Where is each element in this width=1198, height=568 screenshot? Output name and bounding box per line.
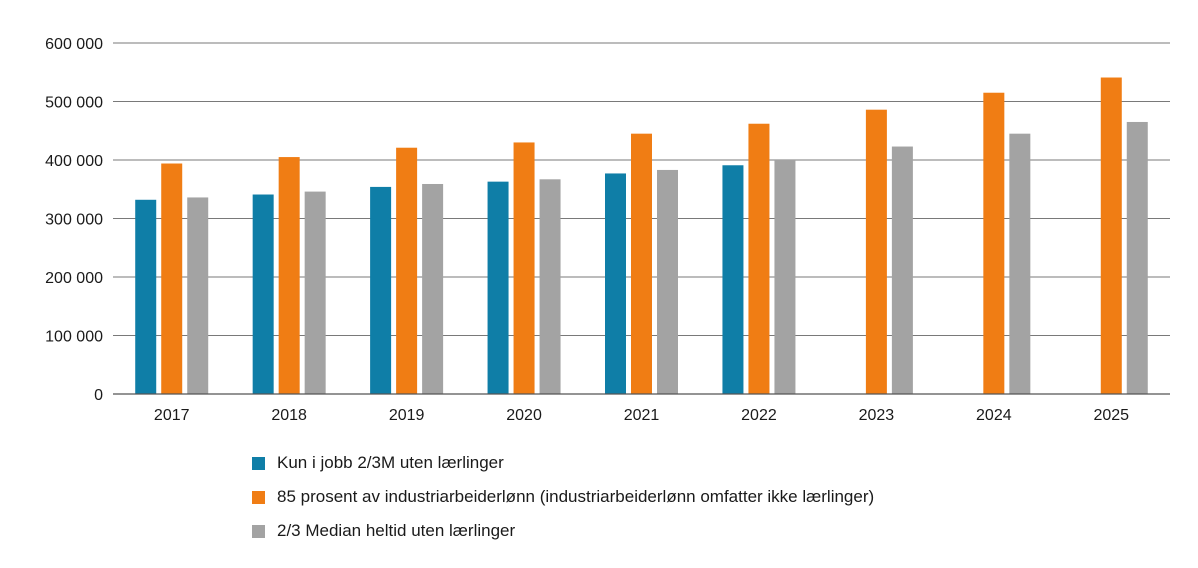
y-tick-label: 100 000 bbox=[45, 329, 103, 346]
bar-series-3-2022 bbox=[774, 160, 796, 394]
y-tick-label: 300 000 bbox=[45, 212, 103, 229]
bar-series-1-2022 bbox=[722, 165, 744, 394]
bar-series-2-2025 bbox=[1100, 77, 1122, 394]
bar-series-1-2019 bbox=[370, 186, 392, 394]
bar-series-2-2021 bbox=[631, 133, 652, 395]
x-tick-label: 2019 bbox=[389, 407, 425, 424]
legend-swatch-series-2 bbox=[252, 490, 265, 504]
legend-label-series-3: 2/3 Median heltid uten lærlinger bbox=[277, 521, 516, 540]
y-tick-label: 600 000 bbox=[45, 36, 103, 53]
bar-series-2-2017 bbox=[161, 163, 183, 394]
bar-series-2-2019 bbox=[396, 147, 418, 394]
bar-series-3-2017 bbox=[187, 197, 209, 394]
bar-series-1-2017 bbox=[135, 199, 157, 394]
bar-series-1-2018 bbox=[252, 194, 274, 394]
y-tick-label: 400 000 bbox=[45, 153, 103, 170]
x-tick-label: 2023 bbox=[859, 407, 895, 424]
bar-series-2-2018 bbox=[278, 157, 300, 394]
legend-item-series-3: 2/3 Median heltid uten lærlinger bbox=[252, 514, 874, 548]
legend: Kun i jobb 2/3M uten lærlinger 85 prosen… bbox=[252, 446, 874, 548]
bar-series-3-2019 bbox=[422, 183, 444, 394]
y-tick-label: 500 000 bbox=[45, 95, 103, 112]
x-tick-label: 2024 bbox=[976, 407, 1012, 424]
legend-item-series-2: 85 prosent av industriarbeiderlønn (indu… bbox=[252, 480, 874, 514]
y-tick-label: 0 bbox=[94, 387, 103, 404]
y-tick-label: 200 000 bbox=[45, 270, 103, 287]
bar-series-2-2020 bbox=[513, 142, 535, 394]
legend-label-series-1: Kun i jobb 2/3M uten lærlinger bbox=[277, 453, 504, 472]
bar-chart: 0 100 000 200 000 300 000 400 000 500 000 600 … bbox=[45, 36, 1170, 424]
x-axis-tick-labels: 2017 2018 2019 2020 2021 2022 2023 2024 2025 bbox=[154, 407, 1129, 424]
bar-series-2-2023 bbox=[865, 109, 887, 394]
legend-label-series-2: 85 prosent av industriarbeiderlønn (indu… bbox=[277, 487, 875, 506]
x-tick-label: 2021 bbox=[624, 407, 660, 424]
bar-series-2-2024 bbox=[983, 92, 1005, 394]
x-tick-label: 2022 bbox=[741, 407, 777, 424]
legend-swatch-series-3 bbox=[252, 524, 265, 538]
bar-series-3-2020 bbox=[539, 179, 561, 394]
bar-series-3-2018 bbox=[304, 191, 326, 394]
bar-series-1-2021 bbox=[605, 173, 626, 394]
bar-series-3-2023 bbox=[891, 146, 913, 394]
x-tick-label: 2020 bbox=[506, 407, 542, 424]
x-tick-label: 2018 bbox=[271, 407, 307, 424]
bar-series-3-2024 bbox=[1009, 133, 1031, 395]
bar-series-3-2025 bbox=[1126, 121, 1148, 394]
bar-series-2-2022 bbox=[748, 123, 770, 394]
bar-series-3-2021 bbox=[657, 169, 678, 394]
bar-series-1-2020 bbox=[487, 181, 509, 394]
x-tick-label: 2025 bbox=[1093, 407, 1129, 424]
bars bbox=[135, 77, 1148, 395]
legend-item-series-1: Kun i jobb 2/3M uten lærlinger bbox=[252, 446, 874, 480]
y-axis-tick-labels: 0 100 000 200 000 300 000 400 000 500 000 600 … bbox=[45, 36, 103, 404]
legend-swatch-series-1 bbox=[252, 456, 265, 470]
x-tick-label: 2017 bbox=[154, 407, 190, 424]
